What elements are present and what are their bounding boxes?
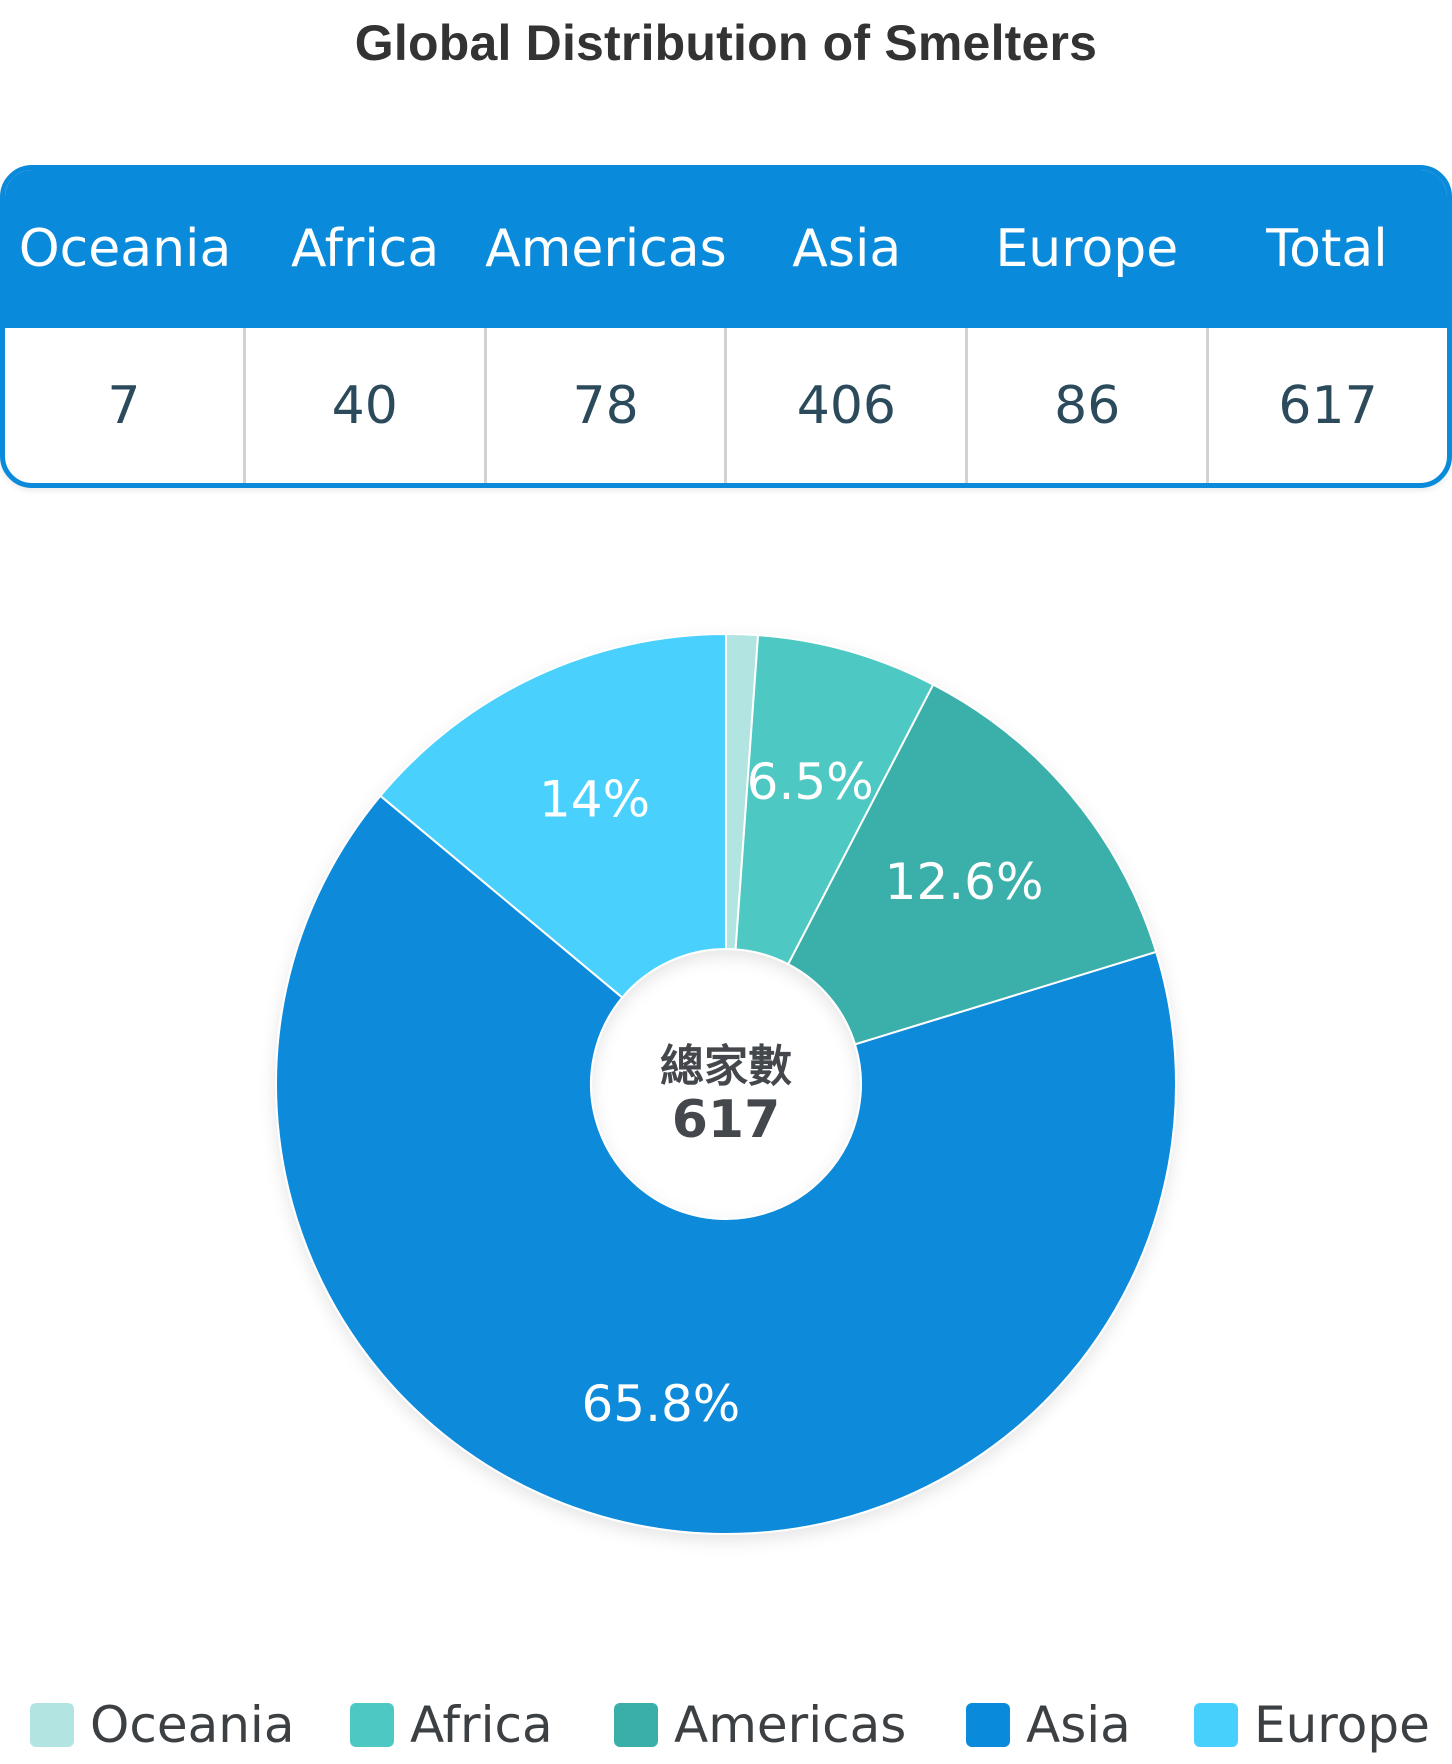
legend-item-americas[interactable]: Americas [614,1695,906,1755]
donut-chart: 6.5%12.6% 65.8% 14% [275,632,1177,1536]
slice-label-americas: 12.6% [885,853,1044,911]
legend-swatch-asia [966,1703,1010,1747]
table-cell-asia: 406 [727,328,969,483]
chart-legend: Oceania Africa Americas Asia Europe [0,1695,1452,1755]
legend-item-asia[interactable]: Asia [966,1695,1131,1755]
table-cell-africa: 40 [246,328,487,483]
donut-center-value: 617 [671,1090,781,1150]
legend-item-europe[interactable]: Europe [1194,1695,1430,1755]
table-header-oceania: Oceania [18,219,232,279]
table-cell-oceania: 7 [5,328,246,483]
legend-item-africa[interactable]: Africa [350,1695,553,1755]
legend-item-oceania[interactable]: Oceania [30,1695,294,1755]
legend-label-africa: Africa [410,1696,553,1754]
legend-label-americas: Americas [674,1696,907,1754]
table-cell-total: 617 [1278,375,1378,436]
slice-label-europe: 14% [539,771,650,829]
legend-swatch-oceania [30,1703,74,1747]
table-header-americas: Americas [485,219,727,279]
chart-title: Global Distribution of Smelters [354,15,1098,71]
donut-slice-europe[interactable] [378,632,727,999]
legend-label-oceania: Oceania [90,1696,295,1754]
legend-swatch-americas [614,1703,658,1747]
slice-label-asia: 65.8% [581,1375,740,1433]
table-header-europe: Europe [995,219,1179,279]
donut-slice-asia[interactable] [275,794,1177,1536]
table-header-total: Total [1266,219,1388,279]
donut-slices [275,632,1177,1536]
slice-label-africa: 6.5% [747,753,874,811]
table-header-asia: Asia [792,219,902,279]
legend-swatch-africa [350,1703,394,1747]
legend-label-asia: Asia [1026,1696,1131,1754]
table-header-row: Oceania Africa Americas Asia Europe Tota… [5,170,1447,328]
donut-center-caption: 總家數 [660,1041,792,1092]
donut-slice-americas[interactable] [786,683,1158,1046]
donut-slice-africa[interactable] [734,634,935,966]
legend-label-europe: Europe [1254,1696,1430,1754]
legend-swatch-europe [1194,1703,1238,1747]
table-header-africa: Africa [290,219,440,279]
table-cell-americas: 78 [487,328,728,483]
donut-chart-area: 6.5% 12.6% 65.8% 14% 總家數 617 [0,560,1452,1560]
summary-table: Oceania Africa Americas Asia Europe Tota… [0,165,1452,488]
table-row: 7 40 78 406 86 617 [5,328,1447,483]
donut-slice-labels: 6.5%12.6% 65.8% 14% [539,753,1044,1433]
table-cell-europe: 86 [968,328,1210,483]
